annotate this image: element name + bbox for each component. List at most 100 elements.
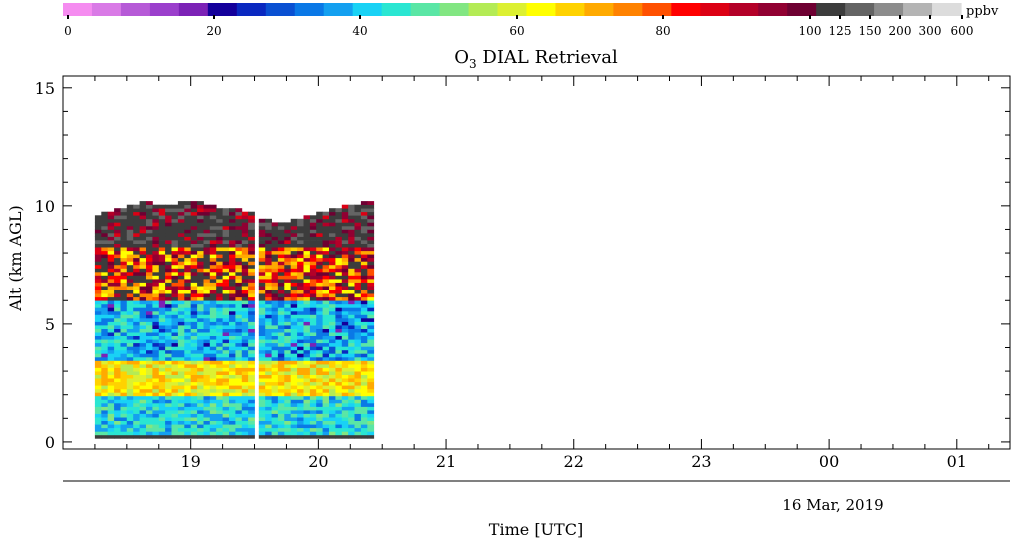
heatmap-cell xyxy=(126,385,134,390)
heatmap-cell xyxy=(152,282,160,287)
heatmap-cell xyxy=(197,360,204,365)
heatmap-cell xyxy=(101,353,109,358)
heatmap-cell xyxy=(290,424,298,429)
heatmap-cell xyxy=(290,279,298,283)
heatmap-cell xyxy=(335,300,343,305)
heatmap-cell xyxy=(348,314,355,319)
heatmap-cell xyxy=(316,264,323,269)
heatmap-cell xyxy=(290,378,298,383)
heatmap-cell xyxy=(177,388,185,393)
heatmap-cell xyxy=(322,364,330,368)
heatmap-cell xyxy=(133,371,140,375)
heatmap-cell xyxy=(184,332,192,336)
heatmap-cell xyxy=(165,300,172,305)
heatmap-cell xyxy=(171,293,179,298)
heatmap-cell xyxy=(248,264,255,269)
heatmap-cell xyxy=(190,264,198,269)
heatmap-cell xyxy=(203,279,211,283)
heatmap-cell xyxy=(367,367,375,372)
heatmap-cell xyxy=(184,204,192,209)
heatmap-cell xyxy=(177,385,185,390)
heatmap-cell xyxy=(222,303,230,308)
heatmap-cell xyxy=(335,250,343,255)
heatmap-cell xyxy=(158,353,166,358)
heatmap-cell xyxy=(120,240,128,244)
heatmap-cell xyxy=(197,328,204,333)
heatmap-cell xyxy=(335,254,343,259)
heatmap-cell xyxy=(348,293,355,298)
heatmap-cell xyxy=(367,215,375,220)
heatmap-cell xyxy=(229,374,236,379)
heatmap-cell xyxy=(203,247,211,252)
heatmap-cell xyxy=(114,279,121,283)
heatmap-cell xyxy=(284,367,292,372)
heatmap-cell xyxy=(126,204,134,209)
heatmap-cell xyxy=(126,254,134,259)
heatmap-cell xyxy=(309,392,317,397)
heatmap-cell xyxy=(297,431,304,436)
heatmap-cell xyxy=(348,282,355,287)
heatmap-cell xyxy=(360,257,368,262)
heatmap-cell xyxy=(209,225,217,230)
heatmap-cell xyxy=(101,275,109,280)
heatmap-cell xyxy=(265,371,272,375)
heatmap-cell xyxy=(177,275,185,280)
heatmap-cell xyxy=(190,271,198,276)
heatmap-cell xyxy=(190,307,198,312)
heatmap-cell xyxy=(133,410,140,414)
heatmap-cell xyxy=(222,289,230,294)
heatmap-cell xyxy=(235,222,243,227)
heatmap-cell xyxy=(158,364,166,368)
heatmap-cell xyxy=(107,434,115,439)
heatmap-cell xyxy=(303,356,311,361)
heatmap-cell xyxy=(133,318,140,322)
heatmap-cell xyxy=(290,392,298,397)
heatmap-cell xyxy=(284,250,292,255)
heatmap-cell xyxy=(303,289,311,294)
heatmap-cell xyxy=(190,208,198,213)
heatmap-cell xyxy=(222,353,230,358)
heatmap-cell xyxy=(367,204,375,209)
heatmap-cell xyxy=(258,417,266,421)
heatmap-cell xyxy=(171,229,179,234)
heatmap-cell xyxy=(146,268,153,273)
heatmap-cell xyxy=(94,293,102,298)
heatmap-cell xyxy=(120,410,128,414)
heatmap-cell xyxy=(158,215,166,220)
heatmap-cell xyxy=(354,431,362,436)
heatmap-cell xyxy=(284,300,292,305)
heatmap-cell xyxy=(335,208,343,213)
heatmap-cell xyxy=(248,434,255,439)
heatmap-cell xyxy=(265,364,272,368)
heatmap-cell xyxy=(146,225,153,230)
heatmap-cell xyxy=(126,392,134,397)
heatmap-cell xyxy=(216,247,223,252)
heatmap-cell xyxy=(229,289,236,294)
heatmap-cell xyxy=(241,385,249,390)
heatmap-cell xyxy=(126,434,134,439)
heatmap-cell xyxy=(341,240,349,244)
heatmap-cell xyxy=(341,310,349,315)
heatmap-cell xyxy=(184,225,192,230)
heatmap-cell xyxy=(322,332,330,336)
heatmap-cell xyxy=(367,271,375,276)
heatmap-cell xyxy=(309,367,317,372)
heatmap-cell xyxy=(101,427,109,432)
heatmap-cell xyxy=(133,427,140,432)
heatmap-cell xyxy=(290,236,298,241)
heatmap-cell xyxy=(184,218,192,223)
heatmap-cell xyxy=(209,431,217,436)
heatmap-cell xyxy=(107,286,115,290)
heatmap-cell xyxy=(271,271,279,276)
heatmap-cell xyxy=(241,279,249,283)
heatmap-cell xyxy=(152,247,160,252)
heatmap-cell xyxy=(152,218,160,223)
heatmap-cell xyxy=(94,434,102,439)
heatmap-cell xyxy=(126,346,134,351)
heatmap-cell xyxy=(184,381,192,386)
heatmap-cell xyxy=(177,240,185,244)
heatmap-cell xyxy=(120,296,128,301)
heatmap-cell xyxy=(216,208,223,213)
heatmap-cell xyxy=(354,225,362,230)
heatmap-cell xyxy=(341,229,349,234)
